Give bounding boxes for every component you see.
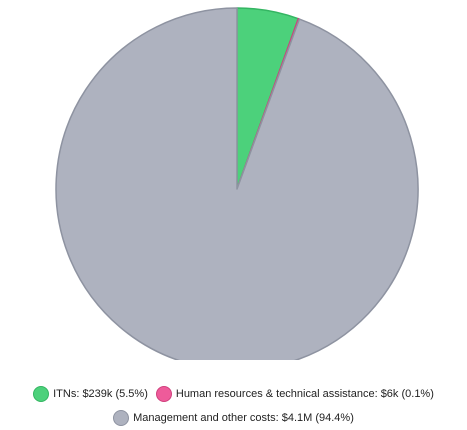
pie-chart <box>55 7 419 360</box>
legend-swatch-management <box>113 410 130 426</box>
legend-label-itns: ITNs: $239k (5.5%) <box>53 388 148 400</box>
legend-item-itns[interactable]: ITNs: $239k (5.5%) <box>33 386 148 402</box>
legend-label-human-resources: Human resources & technical assistance: … <box>175 388 434 400</box>
legend-row-1: ITNs: $239k (5.5%) Human resources & tec… <box>0 386 467 402</box>
legend-swatch-itns <box>33 386 50 402</box>
legend-item-management[interactable]: Management and other costs: $4.1M (94.4%… <box>113 410 354 426</box>
legend-label-management: Management and other costs: $4.1M (94.4%… <box>133 412 354 424</box>
pie-slices <box>55 7 419 360</box>
legend-row-2: Management and other costs: $4.1M (94.4%… <box>0 410 467 426</box>
pie-slice-management[interactable] <box>55 7 419 360</box>
legend-item-human-resources[interactable]: Human resources & technical assistance: … <box>155 386 434 402</box>
legend-swatch-human-resources <box>155 386 172 402</box>
